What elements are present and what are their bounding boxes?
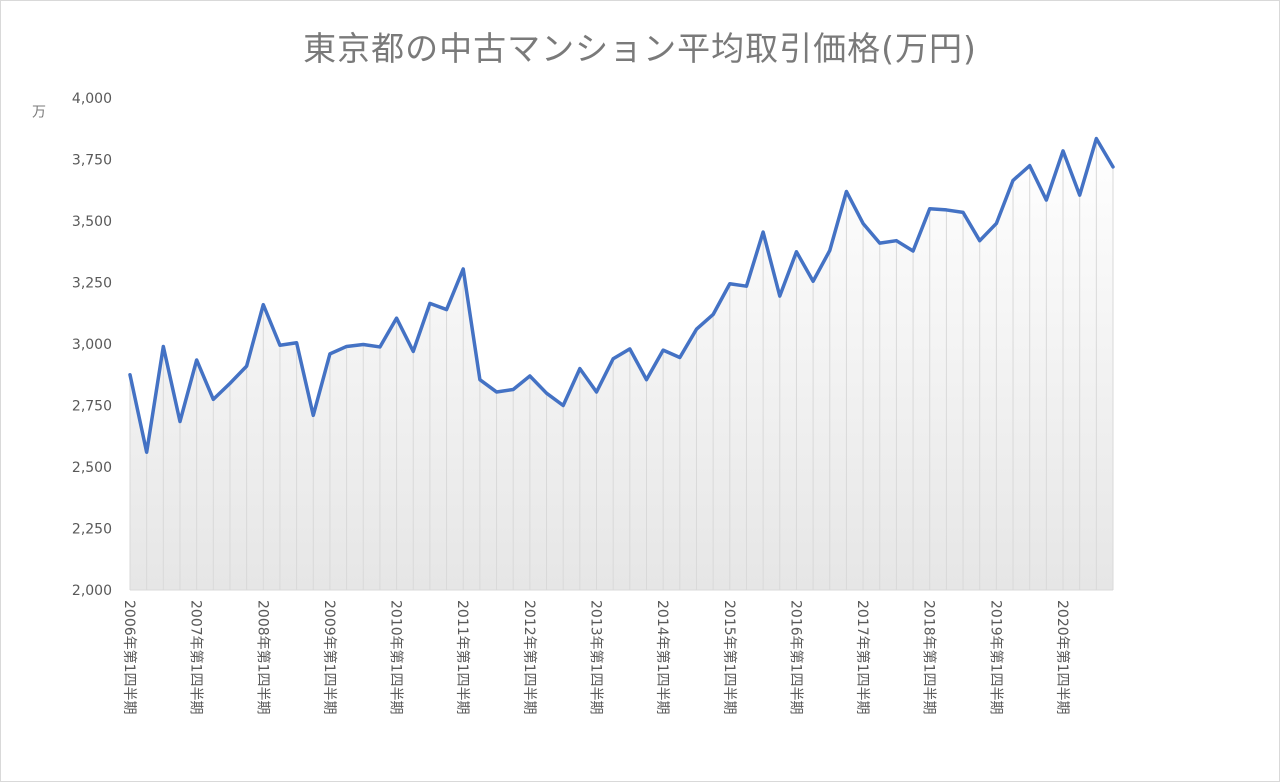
- y-tick-label: 3,750: [72, 153, 112, 169]
- x-tick-label: 2015年第1四半期: [721, 600, 738, 715]
- y-tick-label: 3,000: [72, 337, 112, 353]
- x-tick-label: 2016年第1四半期: [787, 600, 804, 715]
- x-tick-label: 2007年第1四半期: [188, 600, 205, 715]
- series-line: [128, 136, 1115, 454]
- y-tick-label: 2,750: [72, 399, 112, 415]
- y-tick-label: 4,000: [72, 91, 112, 107]
- chart-title: 東京都の中古マンション平均取引価格(万円): [303, 29, 977, 68]
- y-tick-label: 3,250: [72, 276, 112, 292]
- x-tick-label: 2009年第1四半期: [321, 600, 338, 715]
- x-tick-label: 2008年第1四半期: [254, 600, 271, 715]
- x-tick-label: 2006年第1四半期: [121, 600, 138, 715]
- x-tick-label: 2014年第1四半期: [654, 600, 671, 715]
- y-tick-label: 2,250: [72, 522, 112, 538]
- x-tick-label: 2011年第1四半期: [454, 600, 471, 715]
- y-tick-label: 3,500: [72, 214, 112, 230]
- x-tick-label: 2017年第1四半期: [854, 600, 871, 715]
- x-tick-label: 2019年第1四半期: [987, 600, 1004, 715]
- y-axis-unit-label: 万: [30, 104, 46, 118]
- x-tick-label: 2010年第1四半期: [388, 600, 405, 715]
- y-tick-label: 2,000: [72, 583, 112, 599]
- x-tick-label: 2012年第1四半期: [521, 600, 538, 715]
- x-tick-label: 2013年第1四半期: [588, 600, 605, 715]
- x-tick-label: 2020年第1四半期: [1054, 600, 1071, 715]
- x-tick-label: 2018年第1四半期: [921, 600, 938, 715]
- y-tick-label: 2,500: [72, 460, 112, 476]
- series-area-fill: [130, 138, 1113, 590]
